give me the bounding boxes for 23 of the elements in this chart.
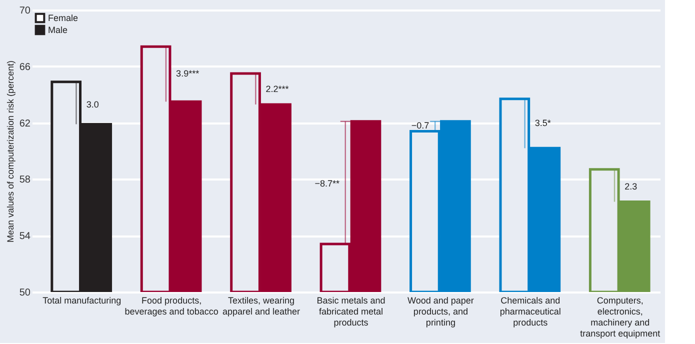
y-axis-title: Mean values of computerization risk (percent)	[5, 60, 16, 243]
legend-label: Female	[48, 13, 78, 23]
y-tick-label: 62	[19, 118, 31, 130]
annotation: −0.7	[411, 120, 430, 131]
y-tick-label: 66	[19, 62, 31, 73]
y-tick-label: 54	[19, 231, 31, 242]
annotation: 2.3	[624, 181, 638, 192]
annotation: 2.2***	[266, 84, 290, 94]
y-tick-label: 70	[19, 6, 31, 16]
x-tick-label: Total manufacturing	[42, 296, 122, 306]
annotation: 3.0	[86, 99, 99, 110]
y-tick-label: 58	[19, 174, 31, 186]
x-tick-label: Basic metals and fabricated metal products	[316, 296, 386, 328]
x-tick-label: Wood and paper products, and printing	[408, 296, 474, 328]
legend-label: Male	[48, 25, 68, 35]
annotation: −8.7**	[314, 178, 340, 188]
y-tick-label: 50	[19, 288, 31, 298]
x-tick-label: Chemicals and pharmaceutical products	[500, 296, 561, 328]
annotation: 3.9***	[176, 68, 200, 78]
annotation: 3.5*	[534, 118, 552, 128]
x-tick-label: Textiles, wearing apparel and leather	[222, 296, 300, 316]
x-tick-label: Food products, beverages and tobacco	[124, 296, 218, 316]
x-tick-label: Computers, electronics, machinery and transport equipment	[580, 296, 661, 338]
